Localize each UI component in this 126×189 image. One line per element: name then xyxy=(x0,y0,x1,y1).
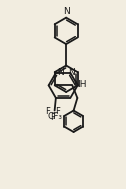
Text: F: F xyxy=(45,107,50,116)
Text: CF₃: CF₃ xyxy=(47,112,62,121)
Text: NH: NH xyxy=(73,80,87,89)
Text: N: N xyxy=(63,7,70,16)
Text: F: F xyxy=(55,107,60,116)
Text: F: F xyxy=(50,113,55,122)
Text: N: N xyxy=(57,68,64,77)
Text: N: N xyxy=(69,68,75,77)
